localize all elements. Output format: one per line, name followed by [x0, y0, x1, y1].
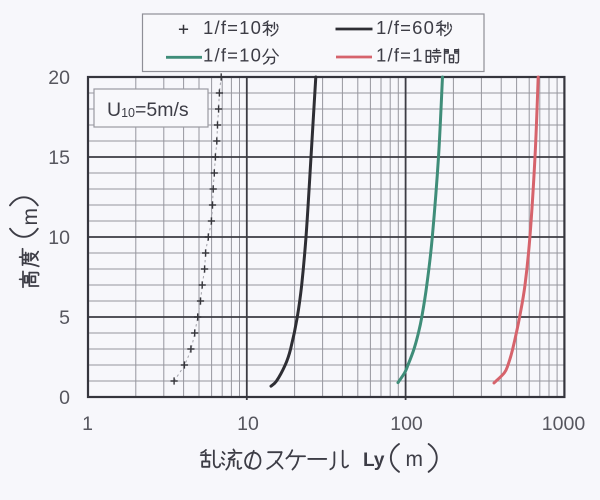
svg-text:15: 15: [48, 147, 70, 169]
svg-text:1/f=10: 1/f=10: [203, 45, 262, 66]
svg-text:1000: 1000: [542, 413, 586, 435]
svg-text:m: m: [406, 448, 424, 471]
svg-text:1: 1: [82, 413, 93, 435]
svg-text:10: 10: [237, 413, 259, 435]
svg-text:1/f=60: 1/f=60: [376, 17, 435, 38]
svg-text:Ly: Ly: [363, 450, 385, 471]
svg-text:10: 10: [48, 227, 70, 249]
svg-text:1/f=10: 1/f=10: [203, 17, 262, 38]
svg-text:0: 0: [59, 387, 70, 409]
svg-text:U10=5m/s: U10=5m/s: [107, 99, 189, 121]
svg-text:20: 20: [48, 67, 70, 89]
svg-text:1/f=1: 1/f=1: [376, 45, 424, 66]
svg-text:5: 5: [59, 307, 70, 329]
svg-text:100: 100: [390, 413, 423, 435]
svg-text:m: m: [19, 208, 42, 226]
